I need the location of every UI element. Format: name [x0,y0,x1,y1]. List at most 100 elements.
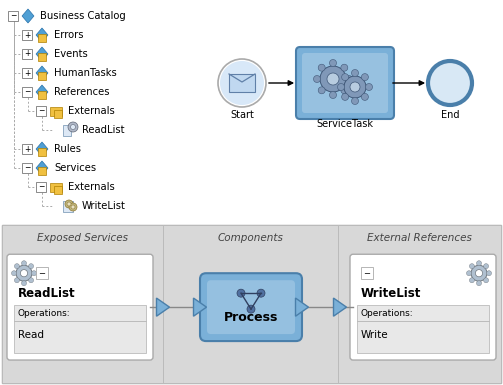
Polygon shape [36,47,48,61]
FancyBboxPatch shape [36,267,48,279]
Polygon shape [156,298,170,316]
Text: Read: Read [18,330,44,340]
Circle shape [67,202,71,206]
Text: −: − [38,107,44,116]
Text: +: + [24,30,30,40]
Circle shape [12,271,17,276]
FancyBboxPatch shape [22,87,32,97]
Text: External References: External References [367,233,472,243]
Circle shape [318,64,325,71]
Circle shape [352,70,359,77]
FancyBboxPatch shape [50,183,62,192]
FancyBboxPatch shape [14,305,146,353]
Circle shape [257,289,265,297]
Circle shape [476,261,481,266]
Text: −: − [24,87,30,97]
Text: Write: Write [361,330,389,340]
Circle shape [366,84,373,90]
FancyBboxPatch shape [200,273,302,341]
Text: ReadList: ReadList [82,125,125,135]
Text: −: − [10,12,16,20]
FancyBboxPatch shape [22,68,32,78]
Polygon shape [36,85,48,99]
FancyBboxPatch shape [302,53,388,113]
Circle shape [70,124,75,129]
Polygon shape [36,142,48,156]
Circle shape [247,305,255,313]
Text: −: − [364,269,371,278]
FancyBboxPatch shape [38,148,46,156]
FancyBboxPatch shape [38,167,46,175]
Polygon shape [36,66,48,80]
Circle shape [471,265,487,281]
FancyBboxPatch shape [22,163,32,173]
Polygon shape [22,9,34,23]
Circle shape [29,264,34,269]
Circle shape [329,92,337,99]
Text: Operations:: Operations: [361,309,413,318]
Circle shape [352,97,359,104]
Text: −: − [39,269,45,278]
Text: Process: Process [224,311,278,324]
Text: Errors: Errors [54,30,83,40]
Circle shape [342,74,349,80]
Polygon shape [194,298,207,316]
Circle shape [68,122,78,132]
Circle shape [342,94,349,100]
Circle shape [32,271,37,276]
Circle shape [361,74,368,80]
FancyBboxPatch shape [54,110,62,118]
Text: Start: Start [230,110,254,120]
FancyBboxPatch shape [338,225,501,383]
FancyBboxPatch shape [50,107,62,116]
Text: Externals: Externals [68,106,115,116]
FancyBboxPatch shape [361,267,373,279]
Circle shape [21,270,28,277]
Text: References: References [54,87,110,97]
FancyBboxPatch shape [38,72,46,80]
Circle shape [65,200,73,208]
Text: Rules: Rules [54,144,81,154]
FancyBboxPatch shape [36,106,46,116]
Circle shape [338,84,345,90]
Polygon shape [36,28,48,42]
Circle shape [475,270,482,277]
Circle shape [341,87,348,94]
Text: Components: Components [218,233,283,243]
FancyBboxPatch shape [163,225,338,383]
FancyBboxPatch shape [207,280,295,334]
Circle shape [341,64,348,71]
Circle shape [237,289,245,297]
Text: Externals: Externals [68,182,115,192]
Circle shape [428,61,472,105]
Circle shape [15,264,20,269]
Circle shape [361,94,368,100]
Text: Exposed Services: Exposed Services [37,233,128,243]
Text: ServiceTask: ServiceTask [316,119,374,129]
Text: WriteList: WriteList [82,201,126,211]
FancyBboxPatch shape [22,49,32,59]
Circle shape [327,73,339,85]
FancyBboxPatch shape [296,47,394,119]
FancyBboxPatch shape [2,225,163,383]
Circle shape [329,60,337,67]
Circle shape [313,75,320,82]
Text: HumanTasks: HumanTasks [54,68,117,78]
Circle shape [486,271,491,276]
Polygon shape [333,298,347,316]
Text: End: End [441,110,459,120]
Circle shape [318,87,325,94]
Text: +: + [24,144,30,154]
FancyBboxPatch shape [63,201,73,212]
Polygon shape [295,298,308,316]
Circle shape [22,281,27,286]
FancyBboxPatch shape [7,254,153,360]
Circle shape [22,261,27,266]
Text: −: − [24,164,30,172]
Text: +: + [24,50,30,59]
Circle shape [69,203,77,211]
FancyBboxPatch shape [38,53,46,61]
Circle shape [350,82,360,92]
FancyBboxPatch shape [22,144,32,154]
Circle shape [344,76,366,98]
